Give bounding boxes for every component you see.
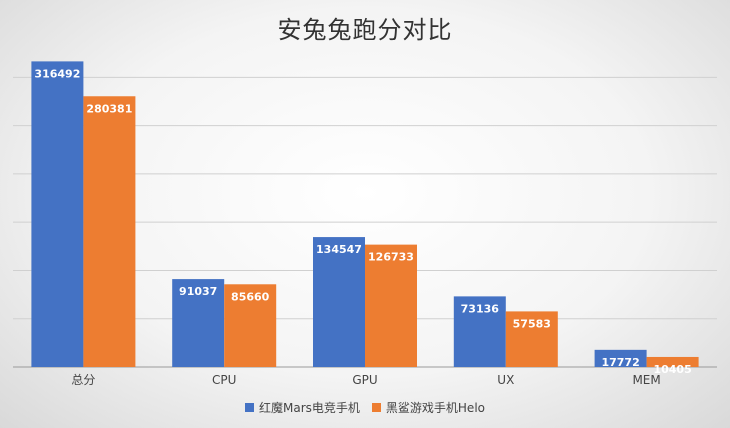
data-label: 73136 [461, 302, 500, 315]
x-tick-label: GPU [352, 373, 377, 387]
legend-swatch-series-1 [245, 403, 254, 412]
legend: 红魔Mars电竞手机 黑鲨游戏手机Helo [0, 399, 730, 416]
data-label: 134547 [316, 243, 362, 256]
bar-series-2 [505, 311, 558, 367]
bar-series-2 [224, 284, 277, 367]
bar-series-1 [313, 237, 365, 367]
legend-label-series-2: 黑鲨游戏手机Helo [385, 401, 485, 415]
legend-label-series-1: 红魔Mars电竞手机 [259, 401, 360, 415]
data-label: 316492 [34, 67, 80, 80]
chart-title: 安兔兔跑分对比 [277, 16, 453, 44]
data-label: 17772 [601, 356, 639, 369]
data-label: 126733 [368, 251, 414, 264]
bar-series-2 [365, 244, 417, 367]
data-label: 91037 [179, 285, 217, 298]
x-tick-label: MEM [632, 373, 660, 387]
legend-swatch-series-2 [371, 403, 381, 412]
data-label: 85660 [231, 290, 270, 303]
legend-item-series-1: 红魔Mars电竞手机 [245, 399, 360, 416]
x-tick-label: CPU [212, 373, 236, 387]
x-tick-label: 总分 [71, 373, 95, 387]
bar-series-2 [646, 356, 699, 367]
bar-series-2 [83, 96, 136, 368]
bar-series-1 [453, 296, 506, 367]
bar-series-1 [594, 349, 647, 367]
bar-series-1 [172, 279, 225, 367]
bar-series-1 [31, 61, 84, 367]
x-tick-label: UX [497, 373, 514, 387]
data-label: 57583 [513, 317, 551, 330]
legend-item-series-2: 黑鲨游戏手机Helo [371, 399, 485, 416]
data-label: 280381 [86, 102, 132, 115]
data-label: 10405 [653, 363, 691, 376]
